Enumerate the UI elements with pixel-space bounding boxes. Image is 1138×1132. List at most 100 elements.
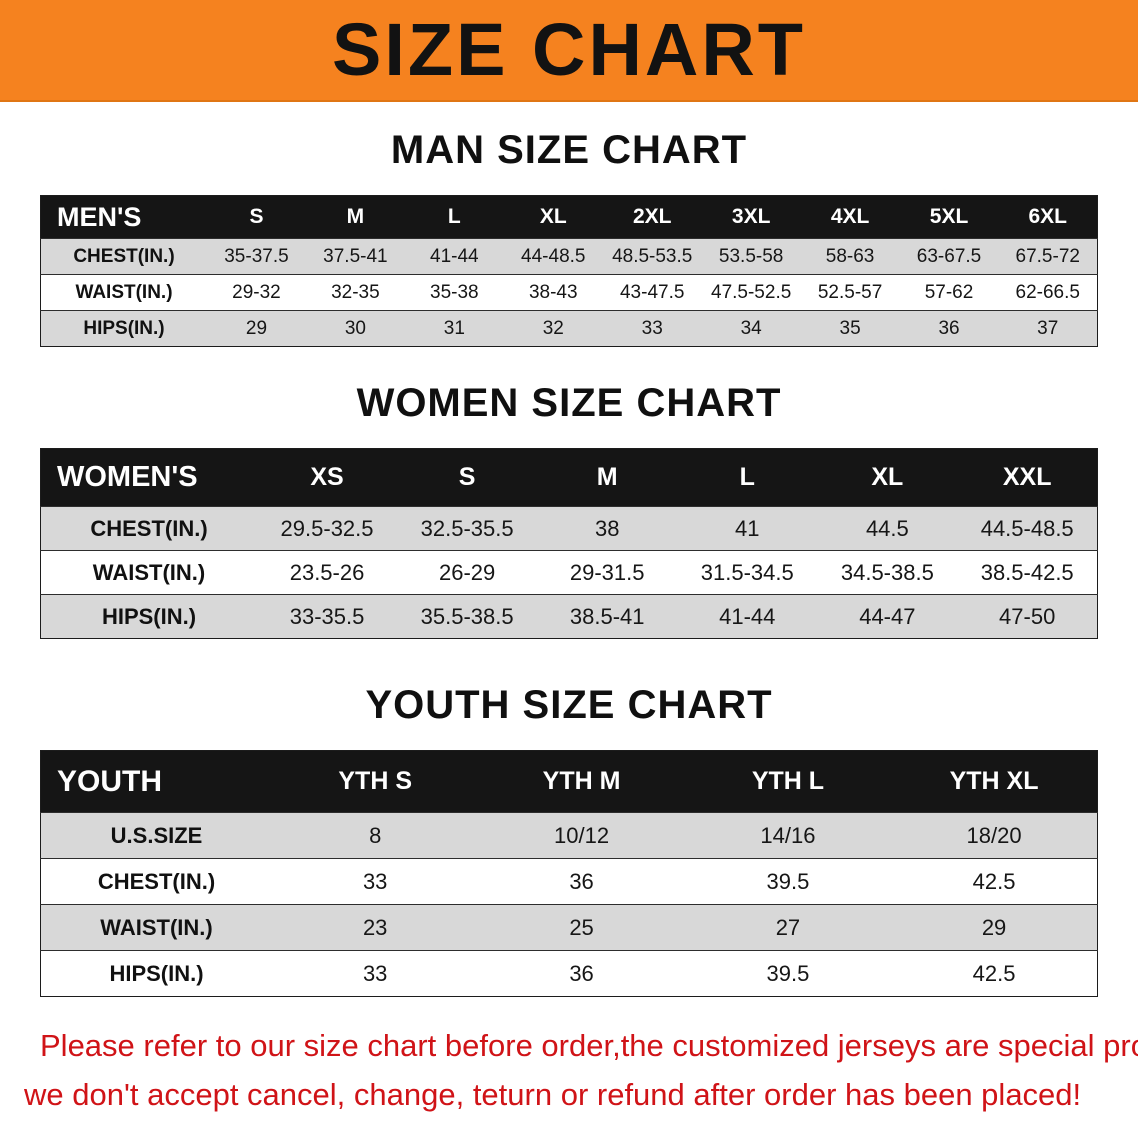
- size-value-cell: 44.5: [865, 515, 909, 541]
- measurement-row: HIPS(IN.) 29 30 31 32 33 34 35 36 37: [40, 310, 1098, 347]
- size-value-cell: 23: [362, 914, 388, 940]
- size-value-cell: 31: [443, 317, 465, 339]
- size-value-cell: 62-66.5: [1015, 281, 1080, 303]
- men-size-table: MEN'S S M L XL 2XL 3XL 4XL 5XL 6XL CHEST(IN.) 35-3…: [40, 195, 1098, 347]
- size-column-header: XS: [310, 463, 344, 491]
- measurement-row: HIPS(IN.) 33-35.5 35.5-38.5 38.5-41 41-44 44-…: [40, 594, 1098, 639]
- size-value-cell: 34: [740, 317, 762, 339]
- size-column-header: 5XL: [929, 205, 969, 228]
- measurement-row: CHEST(IN.) 29.5-32.5 32.5-35.5 38 41 44.5 44.5…: [40, 506, 1098, 551]
- size-column-header: S: [249, 205, 264, 228]
- size-value-cell: 29: [245, 317, 268, 339]
- size-value-cell: 8: [369, 822, 382, 848]
- size-column-header: YTH M: [542, 767, 621, 795]
- measurement-row: HIPS(IN.) 33 36 39.5 42.5: [40, 950, 1098, 997]
- measurement-row-label: WAIST(IN.): [100, 914, 213, 940]
- size-value-cell: 32-35: [331, 281, 380, 303]
- size-value-cell: 36: [569, 868, 594, 894]
- size-column-header: YTH S: [338, 767, 412, 795]
- size-value-cell: 37.5-41: [323, 245, 388, 267]
- size-chart-banner: SIZE CHART: [0, 0, 1138, 102]
- banner-title: SIZE CHART: [332, 8, 806, 91]
- size-value-cell: 44-47: [859, 603, 916, 629]
- size-column-header: 2XL: [632, 205, 672, 228]
- size-value-cell: 30: [344, 317, 366, 339]
- size-value-cell: 29.5-32.5: [280, 515, 374, 541]
- measurement-row-label: CHEST(IN.): [90, 515, 208, 541]
- measurement-row: CHEST(IN.) 33 36 39.5 42.5: [40, 858, 1098, 905]
- size-value-cell: 29-31.5: [569, 559, 645, 585]
- size-value-cell: 33-35.5: [289, 603, 365, 629]
- measurement-row: WAIST(IN.) 29-32 32-35 35-38 38-43 43-47.5 47.…: [40, 274, 1098, 311]
- size-value-cell: 36: [938, 317, 960, 339]
- size-value-cell: 33: [641, 317, 663, 339]
- youth-table-header-row: YOUTH YTH S YTH M YTH L YTH XL: [40, 750, 1098, 813]
- table-title-cell: WOMEN'S: [57, 461, 198, 493]
- measurement-row-label: WAIST(IN.): [92, 559, 206, 585]
- size-value-cell: 29: [981, 914, 1007, 940]
- size-value-cell: 67.5-72: [1015, 245, 1080, 267]
- youth-size-table: YOUTH YTH S YTH M YTH L YTH XL U.S.SIZE 8 10/1…: [40, 750, 1098, 997]
- size-column-header: 3XL: [731, 205, 771, 228]
- size-column-header: XXL: [1002, 463, 1052, 491]
- size-value-cell: 41-44: [719, 603, 776, 629]
- women-table-header-row: WOMEN'S XS S M L XL XXL: [40, 448, 1098, 507]
- men-section-heading: MAN SIZE CHART: [390, 128, 748, 172]
- size-value-cell: 23.5-26: [289, 559, 365, 585]
- size-column-header: XL: [539, 205, 567, 228]
- disclaimer: Please refer to our size chart before or…: [0, 1021, 1138, 1119]
- size-value-cell: 53.5-58: [718, 245, 784, 267]
- size-value-cell: 35-38: [430, 281, 479, 303]
- size-column-header: L: [447, 205, 461, 228]
- size-value-cell: 34.5-38.5: [840, 559, 934, 585]
- measurement-row-label: U.S.SIZE: [110, 822, 203, 848]
- men-size-section: MAN SIZE CHART MEN'S S M L XL 2XL 3XL 4XL 5XL 6XL…: [0, 128, 1138, 347]
- size-value-cell: 38.5-41: [569, 603, 645, 629]
- size-value-cell: 38-43: [528, 281, 578, 303]
- measurement-row-label: CHEST(IN.): [97, 868, 216, 894]
- size-value-cell: 42.5: [972, 960, 1016, 986]
- women-size-table: WOMEN'S XS S M L XL XXL CHEST(IN.) 29.5-32.5 32.…: [40, 448, 1098, 639]
- size-value-cell: 26-29: [438, 559, 496, 585]
- size-value-cell: 58-63: [825, 245, 875, 267]
- size-value-cell: 41: [735, 515, 760, 541]
- size-value-cell: 42.5: [972, 868, 1016, 894]
- size-value-cell: 32.5-35.5: [420, 515, 514, 541]
- size-value-cell: 33: [362, 868, 388, 894]
- size-value-cell: 32: [542, 317, 564, 339]
- size-value-cell: 36: [569, 960, 594, 986]
- measurement-row-label: HIPS(IN.): [101, 603, 197, 629]
- table-title-cell: MEN'S: [57, 201, 142, 232]
- measurement-row: WAIST(IN.) 23 25 27 29: [40, 904, 1098, 951]
- size-value-cell: 44.5-48.5: [980, 515, 1074, 541]
- men-table-header-row: MEN'S S M L XL 2XL 3XL 4XL 5XL 6XL: [40, 195, 1098, 239]
- size-value-cell: 44-48.5: [521, 245, 586, 267]
- women-size-section: WOMEN SIZE CHART WOMEN'S XS S M L XL XXL CHEST…: [0, 381, 1138, 639]
- size-value-cell: 35: [839, 317, 861, 339]
- size-value-cell: 43-47.5: [619, 281, 685, 303]
- size-value-cell: 38: [594, 515, 620, 541]
- size-value-cell: 27: [775, 914, 801, 940]
- table-title-cell: YOUTH: [57, 764, 162, 798]
- size-column-header: XL: [871, 463, 904, 491]
- size-value-cell: 47.5-52.5: [711, 281, 792, 303]
- size-value-cell: 25: [569, 914, 594, 940]
- measurement-row-label: WAIST(IN.): [75, 281, 173, 303]
- size-value-cell: 48.5-53.5: [612, 245, 693, 267]
- size-value-cell: 63-67.5: [916, 245, 982, 267]
- women-section-heading: WOMEN SIZE CHART: [356, 381, 782, 425]
- size-value-cell: 47-50: [999, 603, 1056, 629]
- measurement-row: U.S.SIZE 8 10/12 14/16 18/20: [40, 812, 1098, 859]
- size-value-cell: 39.5: [766, 960, 810, 986]
- size-column-header: M: [346, 205, 365, 228]
- size-column-header: M: [596, 463, 618, 491]
- size-value-cell: 39.5: [766, 868, 810, 894]
- size-value-cell: 38.5-42.5: [980, 559, 1074, 585]
- size-column-header: YTH L: [751, 767, 825, 795]
- size-value-cell: 33: [362, 960, 388, 986]
- size-column-header: YTH XL: [949, 767, 1039, 795]
- size-value-cell: 29-32: [232, 281, 281, 303]
- size-value-cell: 35.5-38.5: [420, 603, 514, 629]
- size-value-cell: 37: [1037, 317, 1059, 339]
- size-value-cell: 10/12: [554, 822, 610, 848]
